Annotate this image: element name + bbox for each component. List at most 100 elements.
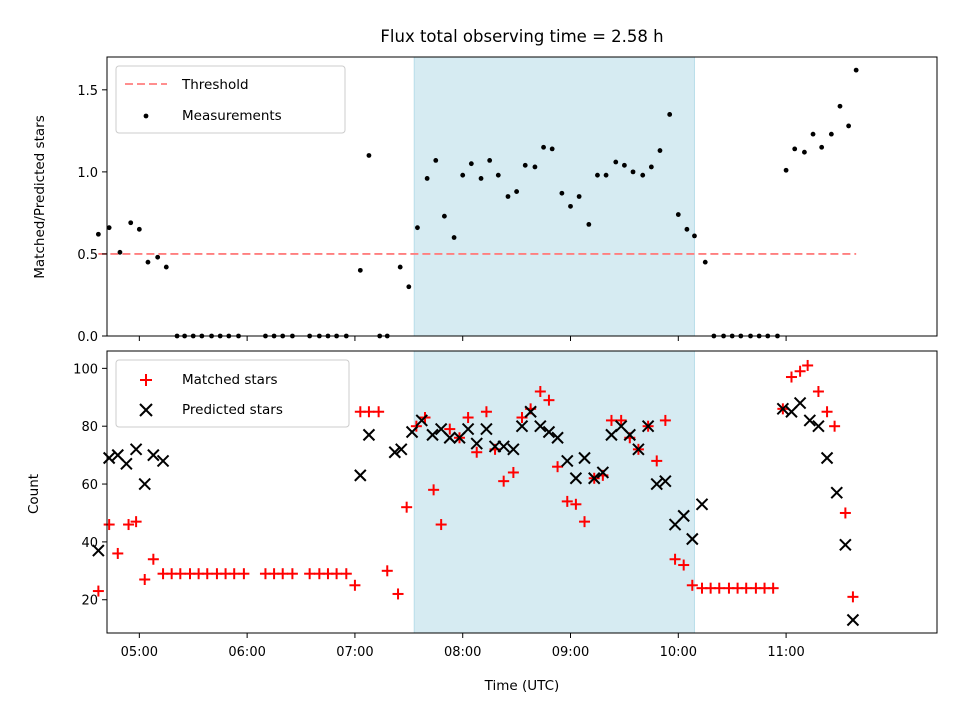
count-x-tick-label: 05:00 xyxy=(121,645,158,660)
measurement-point xyxy=(640,172,646,178)
matched-star-point xyxy=(428,484,440,496)
measurement-point xyxy=(468,161,474,167)
measurement-point xyxy=(675,212,681,217)
measurement-point xyxy=(478,176,484,181)
matched-star-point xyxy=(767,582,779,594)
predicted-star-point xyxy=(569,472,583,485)
predicted-star-point xyxy=(461,422,475,436)
predicted-star-point xyxy=(534,419,547,433)
predicted-star-point xyxy=(677,509,690,523)
ratio-y-axis: 0.0 0.5 1.0 1.5 xyxy=(77,84,107,345)
predicted-star-point xyxy=(605,428,618,442)
count-x-tick-label: 11:00 xyxy=(767,645,804,660)
matched-star-point xyxy=(839,507,851,519)
matched-star-point xyxy=(480,406,492,418)
ratio-plot-area xyxy=(95,67,859,339)
predicted-star-point xyxy=(578,451,591,465)
matched-star-point xyxy=(147,553,159,565)
matched-star-point xyxy=(238,568,250,580)
measurement-point xyxy=(846,123,852,129)
matched-star-point xyxy=(552,461,564,473)
matched-star-point xyxy=(340,568,352,580)
measurement-point xyxy=(702,259,708,265)
legend-measurements-swatch xyxy=(143,113,149,119)
matched-star-point xyxy=(444,423,456,435)
matched-star-point xyxy=(812,385,824,397)
count-plot-frame xyxy=(106,350,938,634)
matched-star-point xyxy=(286,568,298,580)
matched-star-point xyxy=(363,406,375,418)
matched-star-point xyxy=(534,385,546,397)
measurement-point xyxy=(576,194,582,199)
predicted-star-point xyxy=(507,443,520,456)
measurement-point xyxy=(630,169,636,175)
matched-star-point xyxy=(471,446,483,458)
ratio-legend: Threshold Measurements xyxy=(115,65,346,134)
predicted-star-point xyxy=(623,428,636,442)
legend-measurements-label: Measurements xyxy=(182,108,282,124)
measurement-point xyxy=(106,225,112,231)
ratio-legend-box xyxy=(115,65,346,134)
measurement-point xyxy=(155,254,161,260)
ratio-y-tick-label: 0.0 xyxy=(77,330,98,345)
predicted-star-point xyxy=(362,428,376,442)
matched-star-point xyxy=(277,568,289,580)
predicted-star-point xyxy=(129,443,143,456)
measurement-point xyxy=(657,148,663,153)
count-x-tick-label: 06:00 xyxy=(228,645,265,660)
matched-star-point xyxy=(435,519,447,531)
count-legend: Matched stars Predicted stars xyxy=(115,359,350,428)
measurement-point xyxy=(424,176,430,181)
matched-star-point xyxy=(669,553,681,565)
measurement-point xyxy=(522,162,528,168)
measurement-point xyxy=(366,153,372,158)
count-panel: 20 40 60 80 100 05:00 06:00 07:00 08:00 09:00 10:… xyxy=(26,350,938,694)
matched-star-point xyxy=(561,495,573,507)
measurement-point xyxy=(95,231,101,237)
measurement-point xyxy=(505,194,511,199)
legend-matched-swatch xyxy=(140,374,152,386)
measurement-point xyxy=(532,164,538,170)
predicted-star-point xyxy=(846,613,860,627)
predicted-star-point xyxy=(470,437,483,450)
measurement-point xyxy=(837,103,843,109)
predicted-star-point xyxy=(776,402,790,416)
measurement-point xyxy=(595,172,600,178)
predicted-star-point xyxy=(686,532,699,546)
measurement-point xyxy=(441,213,447,219)
predicted-star-point xyxy=(632,443,645,456)
predicted-star-point xyxy=(395,443,408,456)
matched-star-point xyxy=(507,466,519,478)
measurement-point xyxy=(460,172,466,178)
chart-title: Flux total observing time = 2.58 h xyxy=(380,27,663,46)
matched-star-point xyxy=(794,365,806,377)
matched-star-point xyxy=(92,585,104,597)
matched-star-point xyxy=(462,412,474,424)
matched-star-point xyxy=(201,568,213,580)
matched-star-point xyxy=(615,414,627,426)
legend-matched-label: Matched stars xyxy=(182,372,278,388)
matched-star-point xyxy=(659,414,671,426)
matched-star-point xyxy=(112,547,124,559)
matched-star-point xyxy=(686,579,698,591)
matched-star-point xyxy=(821,406,833,418)
matched-star-point xyxy=(174,568,186,580)
matched-star-point xyxy=(381,565,393,577)
predicted-star-point xyxy=(443,431,456,444)
matched-star-point xyxy=(331,568,343,580)
matched-star-point xyxy=(130,516,142,528)
matched-star-point xyxy=(829,420,841,432)
legend-threshold-label: Threshold xyxy=(181,77,249,93)
measurement-point xyxy=(586,222,592,227)
predicted-star-point xyxy=(659,474,672,488)
measurement-point xyxy=(692,233,697,239)
predicted-star-point xyxy=(354,469,367,482)
count-x-tick-label: 10:00 xyxy=(660,645,697,660)
matched-star-point xyxy=(678,559,690,571)
predicted-star-point xyxy=(497,440,510,453)
predicted-star-point xyxy=(415,414,428,427)
predicted-star-point xyxy=(147,448,160,462)
measurement-point xyxy=(128,220,134,226)
predicted-star-point xyxy=(596,466,610,479)
measurement-point xyxy=(819,144,825,150)
